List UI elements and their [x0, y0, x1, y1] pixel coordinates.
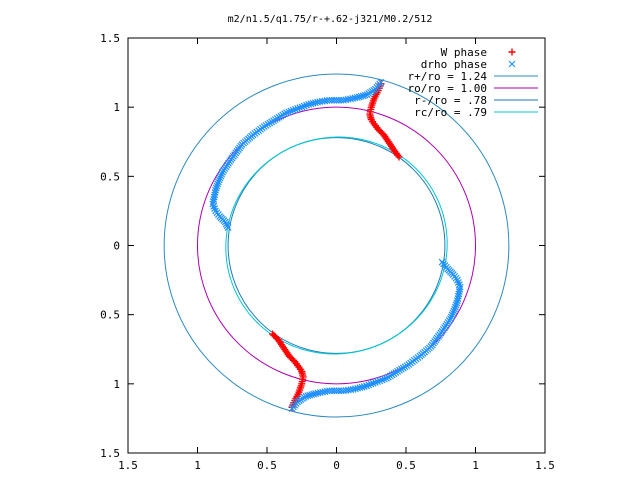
circle-rro	[163, 73, 510, 418]
y-tick-label: 0.5	[100, 309, 120, 322]
data-point	[304, 392, 312, 400]
data-point	[214, 178, 222, 186]
data-point	[213, 182, 221, 190]
data-point	[294, 105, 302, 112]
x-tick-label: 1.5	[118, 459, 138, 472]
y-tick-label: 1	[113, 378, 120, 391]
data-point	[215, 176, 223, 184]
legend-label: r-/ro = .78	[414, 94, 487, 107]
data-point	[365, 381, 373, 389]
data-point	[359, 92, 367, 100]
axes: 1.5 1 0.5 0 0.5 1 1.51.510.500.511.5	[100, 32, 555, 472]
legend-plus-marker	[508, 48, 516, 56]
legend-label: W phase	[441, 46, 487, 59]
x-tick-label: 1.5	[535, 459, 555, 472]
legend-label: r+/ro = 1.24	[408, 70, 488, 83]
data-point	[447, 313, 455, 321]
series-drho-phase	[209, 78, 464, 413]
data-point	[450, 307, 458, 315]
reference-circles	[163, 73, 510, 418]
data-point	[300, 102, 308, 110]
data-point	[454, 297, 461, 305]
data-point	[451, 305, 459, 313]
data-point	[289, 106, 297, 114]
data-point	[374, 378, 382, 386]
data-point	[308, 391, 316, 399]
data-point	[287, 107, 295, 115]
data-point	[303, 101, 310, 109]
data-point	[217, 172, 225, 180]
series-w-phase	[269, 80, 403, 411]
chart-title: m2/n1.5/q1.75/r-+.62-j321/M0.2/512	[228, 14, 433, 25]
y-tick-label: 1.5	[100, 32, 120, 45]
data-point	[380, 375, 388, 383]
data-point	[306, 391, 314, 399]
x-tick-label: 0.5	[257, 459, 277, 472]
data-point	[291, 105, 299, 113]
x-tick-label: 1	[472, 459, 479, 472]
data-point	[367, 380, 375, 388]
data-point	[378, 376, 386, 384]
circle-roro	[197, 106, 476, 385]
data-point	[383, 374, 390, 382]
data-point	[298, 103, 306, 111]
legend-label: drho phase	[421, 58, 487, 71]
data-point	[307, 100, 315, 108]
data-point	[452, 301, 460, 309]
data-point	[451, 303, 459, 311]
legend-label: rc/ro = .79	[414, 106, 487, 119]
legend-label: ro/ro = 1.00	[408, 82, 487, 95]
phase-series	[209, 78, 464, 413]
y-tick-label: 0.5	[100, 170, 120, 183]
y-tick-label: 1	[113, 101, 120, 114]
y-tick-label: 1.5	[100, 447, 120, 460]
x-tick-label: 0.5	[396, 459, 416, 472]
data-point	[376, 377, 384, 385]
legend-cross-marker	[508, 60, 516, 68]
y-tick-label: 0	[113, 240, 120, 253]
x-tick-label: 0	[333, 459, 340, 472]
data-point	[453, 299, 461, 307]
data-point	[221, 218, 229, 226]
data-point	[224, 224, 232, 231]
data-point	[363, 382, 370, 390]
data-point	[310, 390, 318, 398]
data-point	[363, 91, 371, 99]
data-point	[223, 222, 231, 230]
data-point	[285, 108, 293, 116]
data-point	[449, 309, 457, 317]
data-point	[312, 390, 320, 397]
data-point	[216, 174, 224, 182]
data-point	[395, 153, 403, 161]
data-point	[296, 104, 304, 112]
data-point	[357, 92, 365, 100]
data-point	[361, 91, 369, 99]
data-point	[371, 379, 379, 386]
circle-rro	[227, 137, 446, 354]
data-point	[214, 180, 222, 188]
data-point	[305, 100, 313, 108]
data-point	[448, 311, 456, 319]
data-point	[288, 405, 296, 413]
x-tick-label: 1	[194, 459, 201, 472]
data-point	[219, 168, 226, 176]
data-point	[218, 170, 226, 178]
data-point	[369, 379, 377, 387]
data-point	[222, 220, 230, 228]
